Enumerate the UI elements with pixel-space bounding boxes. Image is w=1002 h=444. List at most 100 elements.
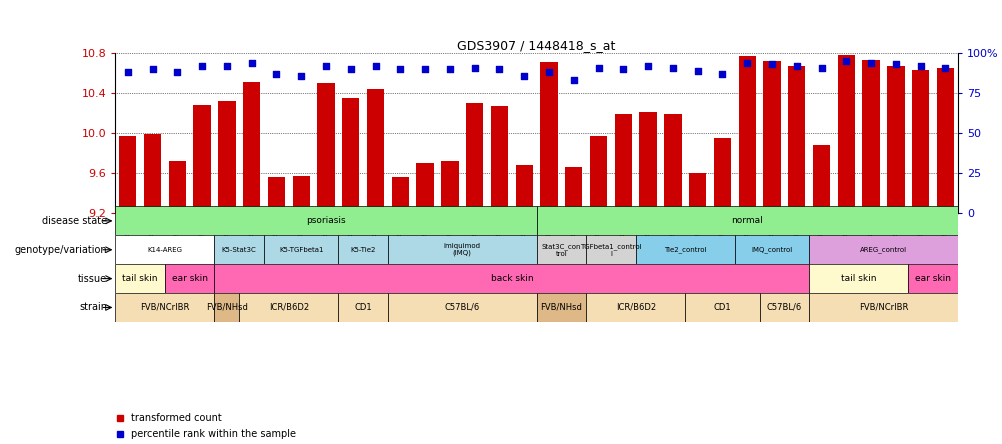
- Text: C57BL/6: C57BL/6: [766, 303, 802, 312]
- Point: [863, 59, 879, 67]
- Point: [218, 63, 234, 70]
- Bar: [367, 89, 384, 213]
- Bar: [293, 176, 310, 213]
- Text: FVB/NHsd: FVB/NHsd: [205, 303, 247, 312]
- Bar: [268, 177, 285, 213]
- Point: [491, 66, 507, 73]
- Bar: [809, 293, 957, 322]
- Bar: [317, 83, 335, 213]
- Point: [788, 63, 804, 70]
- Bar: [441, 161, 458, 213]
- Bar: [809, 264, 908, 293]
- Point: [243, 59, 260, 67]
- Point: [119, 69, 135, 76]
- Text: percentile rank within the sample: percentile rank within the sample: [130, 429, 296, 439]
- Text: tail skin: tail skin: [122, 274, 157, 283]
- Point: [269, 71, 285, 78]
- Text: FVB/NHsd: FVB/NHsd: [540, 303, 582, 312]
- Bar: [734, 235, 809, 264]
- Text: ICR/B6D2: ICR/B6D2: [615, 303, 655, 312]
- Point: [713, 71, 729, 78]
- Bar: [585, 235, 635, 264]
- Text: TGFbeta1_control
l: TGFbeta1_control l: [579, 243, 641, 257]
- Bar: [242, 82, 261, 213]
- Bar: [416, 163, 433, 213]
- Point: [466, 64, 482, 71]
- Bar: [837, 56, 854, 213]
- Point: [392, 66, 408, 73]
- Bar: [759, 293, 809, 322]
- Bar: [936, 68, 953, 213]
- Bar: [663, 114, 681, 213]
- Point: [442, 66, 458, 73]
- Bar: [540, 62, 557, 213]
- Text: disease state: disease state: [42, 216, 107, 226]
- Bar: [214, 235, 264, 264]
- Bar: [589, 136, 606, 213]
- Bar: [342, 98, 359, 213]
- Bar: [218, 101, 235, 213]
- Bar: [635, 235, 734, 264]
- Bar: [908, 264, 957, 293]
- Text: CD1: CD1: [713, 303, 730, 312]
- Bar: [338, 293, 388, 322]
- Text: tail skin: tail skin: [840, 274, 876, 283]
- Bar: [737, 56, 756, 213]
- Point: [764, 61, 780, 68]
- Bar: [115, 293, 214, 322]
- Point: [887, 61, 903, 68]
- Text: C57BL/6: C57BL/6: [444, 303, 479, 312]
- Text: K5-TGFbeta1: K5-TGFbeta1: [279, 247, 323, 253]
- Point: [193, 63, 209, 70]
- Bar: [536, 293, 585, 322]
- Text: normal: normal: [730, 216, 763, 226]
- Text: Stat3C_con
trol: Stat3C_con trol: [541, 243, 580, 257]
- Point: [937, 64, 953, 71]
- Bar: [214, 264, 809, 293]
- Text: back skin: back skin: [490, 274, 533, 283]
- Bar: [193, 105, 210, 213]
- Bar: [536, 206, 957, 235]
- Bar: [515, 165, 532, 213]
- Text: psoriasis: psoriasis: [306, 216, 346, 226]
- Text: imiquimod
(IMQ): imiquimod (IMQ): [443, 243, 480, 257]
- Text: AREG_control: AREG_control: [859, 246, 906, 253]
- Point: [639, 63, 655, 70]
- Bar: [239, 293, 338, 322]
- Point: [689, 67, 705, 75]
- Text: transformed count: transformed count: [130, 413, 221, 424]
- Text: tissue: tissue: [78, 274, 107, 284]
- Bar: [585, 293, 684, 322]
- Bar: [391, 177, 409, 213]
- Bar: [119, 136, 136, 213]
- Bar: [264, 235, 338, 264]
- Text: K5-Tie2: K5-Tie2: [350, 247, 376, 253]
- Bar: [466, 103, 483, 213]
- Bar: [164, 264, 214, 293]
- Bar: [809, 235, 957, 264]
- Text: genotype/variation: genotype/variation: [14, 245, 107, 255]
- Point: [318, 63, 334, 70]
- Bar: [143, 134, 161, 213]
- Bar: [115, 264, 164, 293]
- Bar: [338, 235, 388, 264]
- Bar: [688, 173, 705, 213]
- Bar: [713, 138, 730, 213]
- Text: Tie2_control: Tie2_control: [663, 246, 705, 253]
- Bar: [788, 66, 805, 213]
- Text: ear skin: ear skin: [914, 274, 950, 283]
- Point: [293, 72, 309, 79]
- Bar: [536, 235, 585, 264]
- Point: [367, 63, 383, 70]
- Bar: [388, 293, 536, 322]
- Point: [144, 66, 160, 73]
- Point: [838, 58, 854, 65]
- Point: [343, 66, 359, 73]
- Bar: [639, 112, 656, 213]
- Point: [664, 64, 680, 71]
- Text: strain: strain: [79, 302, 107, 313]
- Bar: [862, 60, 879, 213]
- Title: GDS3907 / 1448418_s_at: GDS3907 / 1448418_s_at: [457, 39, 615, 52]
- Bar: [614, 114, 631, 213]
- Text: FVB/NCrIBR: FVB/NCrIBR: [140, 303, 189, 312]
